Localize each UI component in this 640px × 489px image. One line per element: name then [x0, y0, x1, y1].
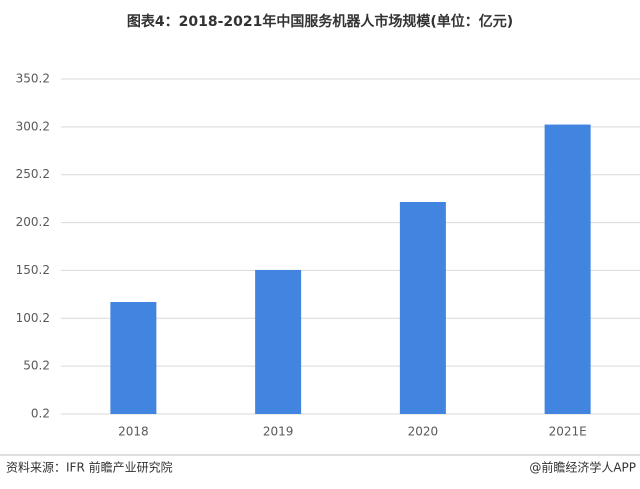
- bar: [544, 124, 591, 414]
- y-tick-label: 0.2: [31, 407, 50, 421]
- y-tick-label: 50.2: [23, 359, 50, 373]
- chart-title: 图表4：2018-2021年中国服务机器人市场规模(单位：亿元): [127, 13, 513, 30]
- x-tick-label: 2020: [408, 425, 439, 439]
- y-tick-label: 200.2: [16, 215, 50, 229]
- bar: [110, 302, 157, 414]
- y-tick-label: 300.2: [16, 119, 50, 133]
- bar: [255, 269, 302, 414]
- x-tick-label: 2021E: [549, 425, 587, 439]
- y-tick-label: 100.2: [16, 311, 50, 325]
- x-tick-label: 2019: [263, 425, 294, 439]
- x-tick-label: 2018: [118, 425, 149, 439]
- y-tick-label: 250.2: [16, 167, 50, 181]
- source: 资料来源：IFR 前瞻产业研究院: [6, 460, 173, 475]
- brand: @前瞻经济学人APP: [529, 460, 636, 475]
- bar: [399, 201, 446, 414]
- y-tick-label: 150.2: [16, 263, 50, 277]
- y-tick-label: 350.2: [16, 72, 50, 86]
